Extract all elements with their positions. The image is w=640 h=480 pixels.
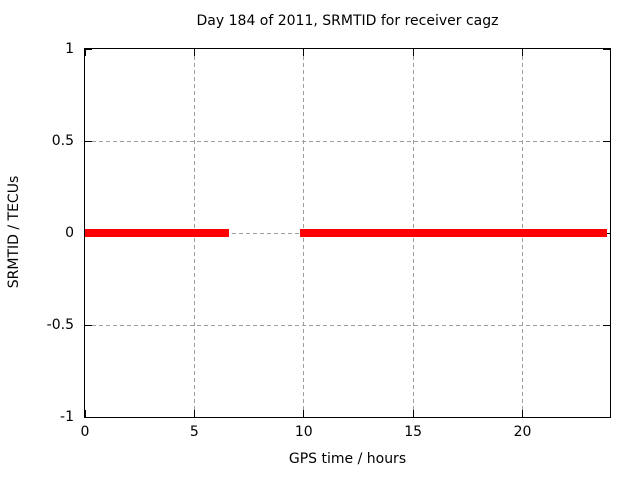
y-tick-label: 0	[65, 225, 74, 241]
x-axis-tick	[303, 410, 305, 417]
y-axis-label: SRMTID / TECUs	[6, 175, 22, 289]
y-tick-label: -0.5	[46, 317, 74, 333]
x-tick-label: 10	[294, 424, 313, 440]
x-axis-tick	[522, 410, 523, 417]
x-tick-label: 15	[404, 424, 423, 440]
chart-title: Day 184 of 2011, SRMTID for receiver cag…	[196, 13, 499, 29]
x-axis-tick	[193, 410, 195, 417]
horizontal-gridline	[85, 324, 610, 326]
x-tick-label: 20	[513, 424, 532, 440]
x-axis-tick	[84, 49, 86, 56]
y-axis-tick	[603, 324, 610, 326]
x-axis-tick	[412, 410, 414, 417]
y-axis-tick	[603, 140, 610, 142]
data-line-segment	[300, 229, 607, 237]
x-axis-tick	[522, 49, 523, 56]
x-tick-label: 5	[189, 424, 199, 440]
x-axis-tick	[193, 49, 195, 56]
data-line-segment	[85, 229, 229, 237]
x-axis-tick	[303, 49, 305, 56]
plot-area	[84, 48, 611, 418]
y-axis-tick	[603, 48, 610, 50]
y-axis-tick	[85, 140, 92, 142]
y-axis-tick	[85, 48, 92, 50]
y-axis-tick	[85, 324, 92, 326]
y-tick-label: 0.5	[51, 133, 74, 149]
x-axis-tick	[84, 410, 86, 417]
x-axis-tick	[412, 49, 414, 56]
x-axis-label: GPS time / hours	[288, 451, 407, 467]
y-axis-tick	[603, 416, 610, 418]
y-axis-tick	[85, 416, 92, 418]
x-tick-label: 0	[80, 424, 90, 440]
y-tick-label: 1	[65, 41, 74, 57]
horizontal-gridline	[85, 140, 610, 142]
y-tick-label: -1	[60, 409, 74, 425]
